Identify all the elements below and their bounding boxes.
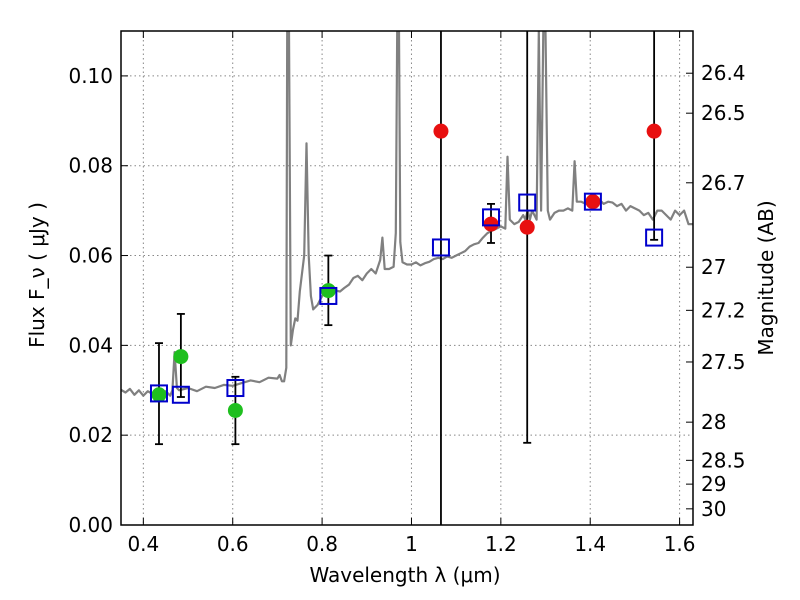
right-tick-label: 26.4: [701, 61, 746, 85]
y-axis-label: Flux F_ν ( μJy ): [25, 202, 49, 348]
model-square: [226, 379, 245, 398]
right-tick-label: 27.2: [701, 298, 746, 322]
right-tick-label: 26.7: [701, 171, 746, 195]
model-square: [583, 192, 602, 211]
error-bars: [154, 31, 659, 525]
x-axis-label: Wavelength λ (μm): [309, 563, 500, 587]
right-tick-label: 28.5: [701, 448, 746, 472]
model-square: [431, 238, 450, 257]
red-point: [483, 216, 499, 232]
right-tick-label: 28: [701, 410, 726, 434]
red-point: [585, 194, 601, 210]
right-tick-label: 30: [701, 497, 726, 521]
spectrum-line: [121, 31, 693, 397]
red-point: [646, 123, 662, 139]
x-tick-label: 1.2: [485, 532, 517, 556]
y-tick-label: 0.04: [68, 333, 113, 357]
green-point: [320, 283, 336, 299]
red-point: [433, 123, 449, 139]
green-point: [151, 387, 167, 403]
x-tick-label: 0.6: [217, 532, 249, 556]
x-tick-label: 0.8: [306, 532, 338, 556]
x-tick-label: 1: [405, 532, 418, 556]
right-axis-label: Magnitude (AB): [754, 200, 778, 355]
right-tick-label: 27: [701, 255, 726, 279]
x-tick-label: 0.4: [127, 532, 159, 556]
model-square: [482, 208, 501, 227]
grid: [121, 31, 693, 526]
model-square: [645, 228, 664, 247]
right-tick-label: 27.5: [701, 350, 746, 374]
y-tick-label: 0.08: [68, 154, 113, 178]
spectrum-path: [121, 31, 693, 397]
green-point: [173, 349, 189, 365]
model-square: [518, 193, 537, 212]
y-tick-label: 0.00: [68, 513, 113, 537]
plot-frame: [120, 30, 694, 526]
y-tick-label: 0.10: [68, 64, 113, 88]
model-square: [149, 384, 168, 403]
x-tick-label: 1.4: [574, 532, 606, 556]
model-square: [319, 286, 338, 305]
right-tick-label: 26.5: [701, 101, 746, 125]
red-point: [519, 219, 535, 235]
model-square: [171, 385, 190, 404]
right-tick-label: 29: [701, 472, 726, 496]
data-points: [149, 123, 664, 418]
axis-ticks: 0.4 0.6 0.8 1 1.2 1.4 1.6 0.00 0.02 0.04 0.06 0.08 0…: [68, 31, 746, 556]
green-point: [227, 402, 243, 418]
y-tick-label: 0.02: [68, 423, 113, 447]
y-tick-label: 0.06: [68, 244, 113, 268]
x-tick-label: 1.6: [664, 532, 696, 556]
